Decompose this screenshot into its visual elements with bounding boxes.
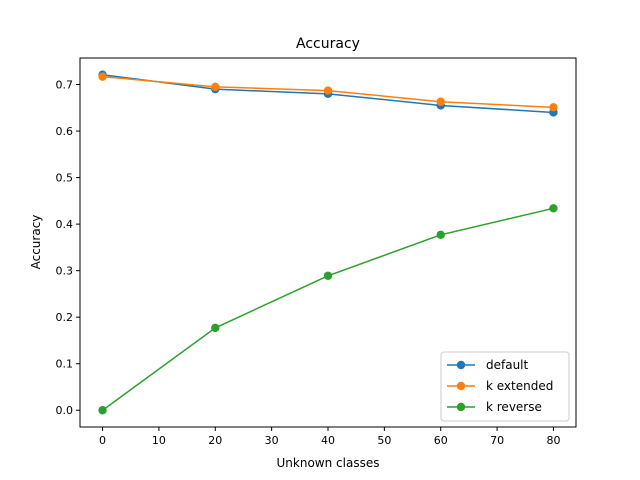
- y-tick-label: 0.4: [56, 218, 74, 231]
- data-point-k-extended: [323, 86, 333, 95]
- data-point-k-extended: [549, 103, 558, 112]
- legend: default k extended k reverse: [440, 351, 570, 422]
- y-tick-label: 0.7: [56, 79, 74, 92]
- data-point-k-extended: [211, 82, 220, 92]
- legend-marker-k-reverse: [456, 402, 466, 412]
- axes: 0 10 20 30 40 50 60 70 80 0.0 0.1 0.2 0.3 0.4 0.5 0.6 0.…: [56, 79, 561, 447]
- x-tick-label: 0: [99, 434, 106, 447]
- legend-label-default: default: [486, 358, 529, 372]
- y-tick-label: 0.2: [56, 311, 74, 324]
- x-tick-label: 30: [265, 434, 279, 447]
- plot-frame: [79, 57, 577, 428]
- y-tick-label: 0.3: [56, 265, 74, 278]
- data-point-k-reverse: [211, 323, 220, 333]
- data-point-k-reverse: [323, 271, 333, 280]
- x-tick-label: 50: [377, 434, 391, 447]
- x-tick-label: 60: [434, 434, 448, 447]
- y-tick-label: 0.1: [56, 358, 74, 371]
- x-tick-label: 10: [152, 434, 166, 447]
- x-tick-label: 40: [321, 434, 335, 447]
- x-tick-label: 80: [546, 434, 560, 447]
- data-point-k-extended: [436, 97, 445, 106]
- legend-label-k-reverse: k reverse: [486, 400, 542, 414]
- y-tick-label: 0.5: [56, 172, 74, 185]
- data-point-k-reverse: [98, 406, 107, 415]
- x-tick-label: 70: [490, 434, 504, 447]
- y-axis-label: Accuracy: [29, 215, 43, 270]
- legend-marker-default: [456, 360, 466, 370]
- legend-box: [440, 351, 570, 422]
- x-axis-label: Unknown classes: [277, 456, 380, 470]
- legend-label-k-extended: k extended: [486, 379, 553, 393]
- x-tick-label: 20: [208, 434, 222, 447]
- chart-title: Accuracy: [296, 36, 360, 52]
- y-tick-label: 0.0: [56, 404, 74, 417]
- series-layer: [98, 70, 558, 415]
- data-point-k-reverse: [549, 204, 558, 213]
- y-tick-label: 0.6: [56, 125, 74, 138]
- data-point-k-reverse: [436, 230, 445, 240]
- data-point-k-extended: [98, 72, 107, 81]
- legend-marker-k-extended: [456, 381, 466, 391]
